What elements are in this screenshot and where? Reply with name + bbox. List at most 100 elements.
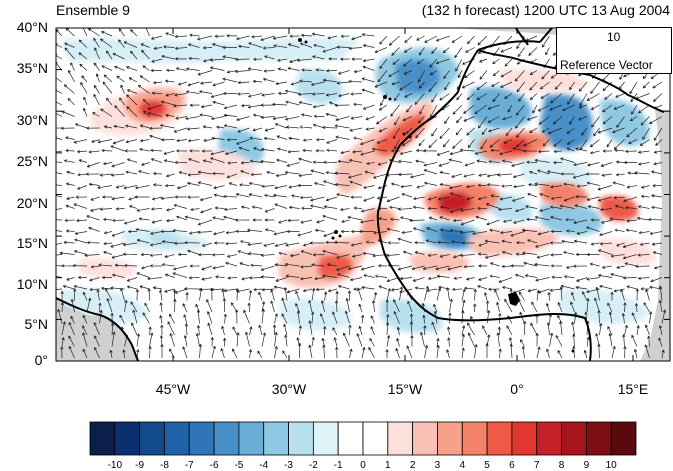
wind-vector <box>537 104 550 112</box>
wind-vector <box>83 107 88 117</box>
wind-vector <box>251 35 263 39</box>
wind-vector <box>535 277 550 282</box>
wind-vector <box>452 139 463 149</box>
wind-vector <box>386 227 400 232</box>
wind-vector <box>314 276 325 281</box>
wind-vector <box>323 326 327 336</box>
wind-vector <box>579 93 588 107</box>
wind-vector <box>237 92 250 96</box>
wind-vector <box>278 91 288 95</box>
wind-vector <box>150 231 163 235</box>
forecast-time-title: (132 h forecast) 1200 UTC 13 Aug 2004 <box>421 2 670 18</box>
wind-vector <box>564 275 575 279</box>
wind-vector <box>586 226 600 232</box>
wind-vector <box>653 127 663 141</box>
wind-vector <box>348 173 363 179</box>
wind-vector <box>370 315 375 324</box>
wind-vector <box>532 104 538 114</box>
wind-vector <box>235 69 250 74</box>
wind-vector <box>509 343 513 359</box>
wind-vector <box>478 277 488 281</box>
wind-vector <box>212 43 225 48</box>
wind-vector <box>177 185 188 190</box>
wind-vector <box>297 231 313 237</box>
wind-vector <box>546 348 550 359</box>
wind-vector <box>136 208 150 212</box>
wind-vector <box>160 229 175 234</box>
wind-vector <box>272 116 288 120</box>
wind-vector <box>625 206 638 210</box>
wind-vector <box>582 291 588 301</box>
wind-vector <box>93 335 100 347</box>
wind-vector <box>639 139 650 147</box>
wind-vector <box>348 324 352 336</box>
wind-vector <box>451 173 463 178</box>
wind-vector <box>164 254 175 259</box>
wind-vector <box>323 205 338 209</box>
wind-vector <box>225 261 238 267</box>
wind-vector <box>550 196 563 200</box>
wind-vector <box>409 218 425 223</box>
wind-vector <box>112 218 125 223</box>
wind-vector <box>638 231 650 235</box>
wind-vector <box>311 32 325 37</box>
wind-vector <box>431 127 438 137</box>
wind-vector <box>658 337 663 347</box>
wind-vector <box>62 284 75 290</box>
wind-vector <box>570 301 575 313</box>
wind-vector <box>590 242 600 246</box>
wind-vector <box>126 277 138 282</box>
wind-vector <box>213 193 225 198</box>
wind-vector <box>288 185 300 189</box>
wind-vector <box>448 312 452 324</box>
colorbar-label: -6 <box>209 460 219 471</box>
wind-vector <box>115 185 125 189</box>
wind-vector <box>439 171 450 175</box>
wind-vector <box>310 204 325 209</box>
wind-vector <box>260 35 275 42</box>
wind-vector <box>336 265 350 271</box>
wind-vector <box>199 90 213 94</box>
wind-vector <box>332 311 338 324</box>
wind-vector <box>94 346 100 359</box>
wind-vector <box>397 265 413 271</box>
wind-vector <box>575 195 588 199</box>
wind-vector <box>449 192 463 198</box>
wind-vector <box>363 185 375 189</box>
wind-vector <box>202 159 213 163</box>
wind-vector <box>428 276 438 281</box>
wind-vector <box>286 229 300 234</box>
wind-vector <box>89 287 100 292</box>
wind-vector <box>518 291 525 301</box>
wind-vector <box>298 342 302 359</box>
wind-vector <box>149 134 163 140</box>
colorbar-label: 7 <box>533 460 540 471</box>
wind-vector <box>128 229 138 234</box>
wind-vector <box>139 147 150 152</box>
wind-vector <box>428 216 438 221</box>
wind-vector <box>491 81 500 87</box>
wind-vector <box>548 127 563 135</box>
wind-vector <box>187 181 200 186</box>
wind-vector <box>335 135 350 140</box>
wind-vector <box>610 273 625 278</box>
wind-vector <box>182 303 188 313</box>
wind-vector <box>414 93 425 105</box>
wind-vector <box>82 325 88 336</box>
wind-vector <box>486 219 500 226</box>
wind-vector <box>401 192 413 198</box>
wind-vector <box>435 265 450 271</box>
wind-vector <box>61 264 75 268</box>
wind-vector <box>212 265 225 270</box>
wind-vector <box>335 290 339 301</box>
wind-vector <box>374 47 388 53</box>
wind-vector <box>75 195 88 199</box>
wind-vector <box>56 219 63 221</box>
wind-vector <box>311 92 325 96</box>
wind-vector <box>147 104 163 110</box>
wind-vector <box>477 35 488 46</box>
wind-vector <box>412 277 425 282</box>
wind-vector <box>239 183 250 187</box>
colorbar-label: -2 <box>308 460 318 471</box>
wind-vector <box>247 67 263 71</box>
